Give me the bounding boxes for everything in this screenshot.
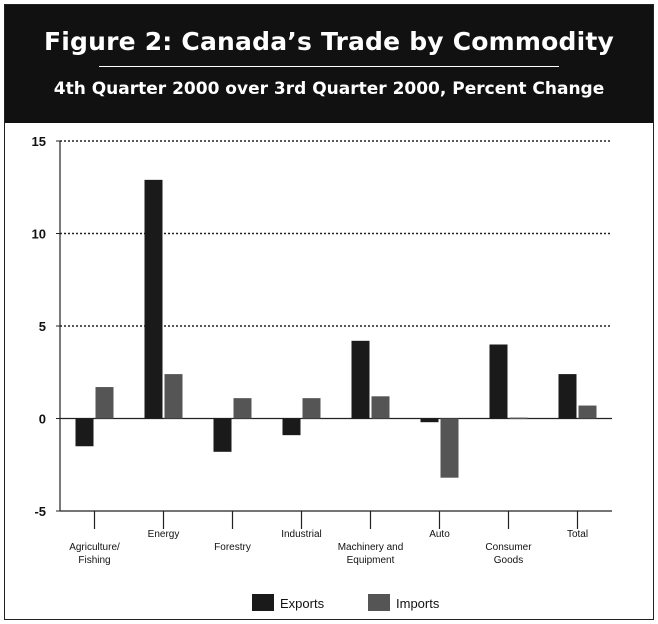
exports-bar <box>489 344 508 419</box>
imports-bar <box>371 396 390 419</box>
x-tick-label: Agriculture/ <box>69 542 120 553</box>
exports-bar <box>420 418 439 423</box>
x-tick-label: Fishing <box>78 555 110 566</box>
y-tick-label: 5 <box>39 319 46 334</box>
y-tick-label: 10 <box>32 227 46 242</box>
figure-header: Figure 2: Canada’s Trade by Commodity 4t… <box>5 5 653 123</box>
imports-bar <box>509 417 528 420</box>
imports-bar <box>440 418 459 478</box>
exports-bar <box>282 418 301 436</box>
x-tick-label: Goods <box>494 555 523 566</box>
x-tick-label: Machinery and <box>338 542 404 553</box>
exports-bar <box>144 179 163 419</box>
exports-bar <box>351 340 370 419</box>
imports-bar <box>95 387 114 419</box>
legend-exports-swatch <box>252 594 274 611</box>
title-underline <box>99 66 559 67</box>
exports-bar <box>75 418 94 447</box>
exports-bar <box>213 418 232 452</box>
imports-bar <box>578 405 597 419</box>
x-tick-label: Auto <box>429 529 450 540</box>
imports-bar <box>164 374 183 419</box>
legend-exports-label: Exports <box>280 596 325 611</box>
figure-frame: Figure 2: Canada’s Trade by Commodity 4t… <box>4 4 654 620</box>
y-tick-label: 15 <box>32 134 46 149</box>
legend-imports-label: Imports <box>396 596 440 611</box>
legend-imports-swatch <box>368 594 390 611</box>
x-tick-label: Industrial <box>281 529 322 540</box>
x-tick-label: Forestry <box>214 542 251 553</box>
figure-subtitle: 4th Quarter 2000 over 3rd Quarter 2000, … <box>53 79 605 99</box>
x-tick-label: Equipment <box>347 555 395 566</box>
x-tick-label: Energy <box>148 529 180 540</box>
y-tick-label: -5 <box>34 504 46 519</box>
x-tick-label: Total <box>567 529 588 540</box>
y-tick-label: 0 <box>39 412 46 427</box>
exports-bar <box>558 374 577 419</box>
imports-bar <box>233 398 252 419</box>
figure-title: Figure 2: Canada’s Trade by Commodity <box>43 27 615 56</box>
x-tick-label: Consumer <box>485 542 532 553</box>
imports-bar <box>302 398 321 419</box>
